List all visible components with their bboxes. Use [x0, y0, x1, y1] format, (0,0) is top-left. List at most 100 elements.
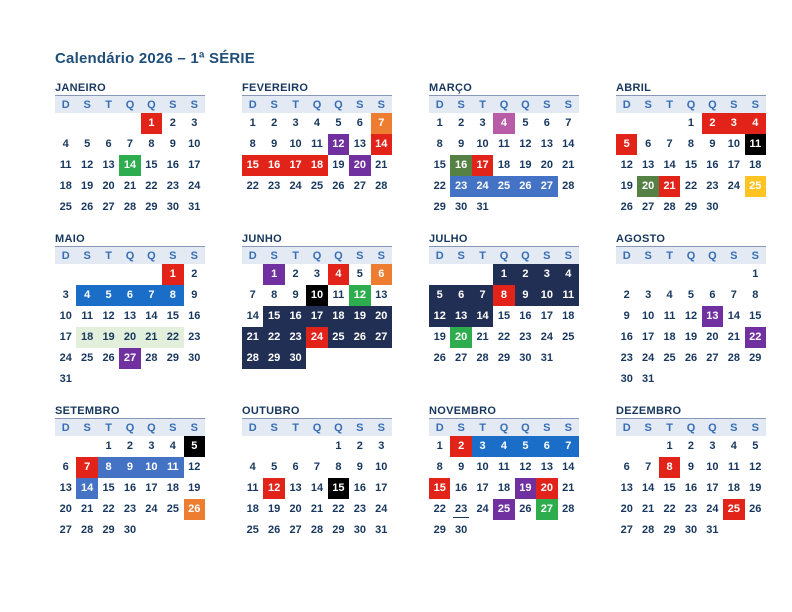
day-cell: 20: [706, 331, 719, 343]
day-cell: 14: [642, 482, 655, 494]
weekday-header: S: [190, 98, 198, 111]
day-cell: 13: [375, 289, 388, 301]
day-cell: 27: [642, 201, 655, 213]
day-cell: 20: [536, 478, 558, 499]
week-row: 22 23 24 25 26 27 28: [242, 176, 392, 197]
day-cell: 4: [744, 113, 766, 134]
weekday-header: T: [105, 98, 112, 111]
weekday-header: S: [83, 249, 91, 262]
month-title: DEZEMBRO: [616, 405, 682, 417]
day-cell: [745, 369, 766, 390]
day-cell: 14: [370, 134, 392, 155]
weekday-header: S: [83, 421, 91, 434]
week-row: 23 24 25 26 27 28 29: [616, 348, 766, 369]
day-cell: 8: [148, 138, 155, 150]
day-cell: 29: [166, 352, 179, 364]
day-cell: 7: [645, 461, 652, 473]
day-cell: 25: [327, 327, 350, 348]
weekday-header: Q: [147, 98, 156, 111]
day-cell: [141, 520, 162, 541]
week-row: 30 31: [616, 369, 766, 390]
day-cell: 14: [119, 155, 141, 176]
weekday-header: S: [564, 421, 572, 434]
day-cell: 11: [332, 289, 345, 301]
week-row: 7 8 9 10 11 12 13: [242, 285, 392, 306]
day-cell: 24: [306, 327, 328, 348]
day-cell: 24: [706, 503, 719, 515]
day-cell: [429, 264, 450, 285]
day-cell: 9: [514, 285, 537, 306]
weekday-header: Q: [499, 249, 509, 262]
day-cell: 2: [458, 117, 465, 129]
day-cell: 3: [191, 117, 198, 129]
weekday-header: Q: [499, 421, 509, 434]
month-junho: JUNHO D S T Q Q S S 1 2 3 4 5 6 7 8 9 10 11 12 13 14 15 16 17 18 1…: [242, 233, 392, 369]
day-cell: 2: [191, 268, 198, 280]
day-cell: 19: [81, 180, 94, 192]
day-cell: 30: [455, 201, 468, 213]
day-cell: 28: [123, 201, 137, 213]
day-cell: 7: [313, 461, 321, 473]
weekday-header: T: [479, 249, 486, 262]
day-cell: 7: [557, 436, 579, 457]
day-cell: 16: [123, 482, 137, 494]
weekday-header: D: [435, 98, 444, 111]
day-cell: 2: [271, 117, 278, 129]
day-cell: 15: [242, 155, 264, 176]
day-cell: 11: [162, 457, 184, 478]
week-row: 15 16 17 18 19 20 21: [429, 478, 579, 499]
day-cell: 4: [249, 461, 256, 473]
day-cell: 11: [498, 138, 510, 150]
day-cell: 19: [97, 327, 120, 348]
week-row: 27 28 29 30 31: [616, 520, 766, 541]
day-cell: [637, 113, 658, 134]
day-cell: 15: [497, 310, 511, 322]
weekday-header: S: [169, 421, 177, 434]
day-cell: 16: [263, 155, 285, 176]
month-dezembro: DEZEMBRO D S T Q Q S S 1 2 3 4 5 6 7 8 9 10 11 12 13 14 15 16 17…: [616, 405, 766, 541]
day-cell: 30: [519, 352, 532, 364]
day-cell: [680, 264, 701, 285]
day-cell: 5: [271, 461, 278, 473]
day-cell: [493, 520, 514, 541]
day-cell: 17: [306, 306, 328, 327]
day-cell: 15: [102, 482, 115, 494]
day-cell: 1: [436, 117, 443, 129]
day-cell: 26: [102, 352, 115, 364]
month-janeiro: JANEIRO D S T Q Q S S 1 2 3 4 5 6 7 8 9 10 11 12 13 14 15 16 17 1…: [55, 82, 205, 218]
month-title: AGOSTO: [616, 233, 666, 245]
day-cell: 21: [642, 503, 655, 515]
day-cell: 16: [450, 155, 472, 176]
day-cell: 27: [59, 524, 72, 536]
day-cell: 27: [353, 180, 366, 192]
day-cell: 15: [429, 478, 451, 499]
day-cell: 25: [81, 352, 94, 364]
day-cell: 22: [744, 327, 766, 348]
day-cell: 17: [540, 310, 553, 322]
weekday-header: S: [377, 249, 385, 262]
day-cell: 28: [242, 348, 264, 369]
month-agosto: AGOSTO D S T Q Q S S 1 2 3 4 5 6 7 8 9 10 11 12 13 14 15 16 17 18…: [616, 233, 766, 390]
day-cell: 14: [562, 138, 575, 150]
day-cell: 19: [188, 482, 201, 494]
month-title: JUNHO: [242, 233, 283, 245]
day-cell: 20: [102, 180, 115, 192]
weekday-header: S: [457, 421, 465, 434]
day-cell: [119, 369, 140, 390]
day-cell: 20: [620, 503, 633, 515]
month-title: SETEMBRO: [55, 405, 120, 417]
weekday-header: S: [356, 249, 364, 262]
weekday-header: S: [169, 98, 177, 111]
day-cell: 15: [663, 482, 676, 494]
day-cell: 10: [375, 461, 388, 473]
weekday-header: S: [751, 421, 759, 434]
day-cell: [616, 436, 637, 457]
day-cell: 6: [356, 117, 363, 129]
day-cell: 11: [744, 134, 766, 155]
day-cell: 29: [663, 524, 676, 536]
day-cell: 28: [642, 524, 655, 536]
day-cell: 5: [84, 138, 91, 150]
